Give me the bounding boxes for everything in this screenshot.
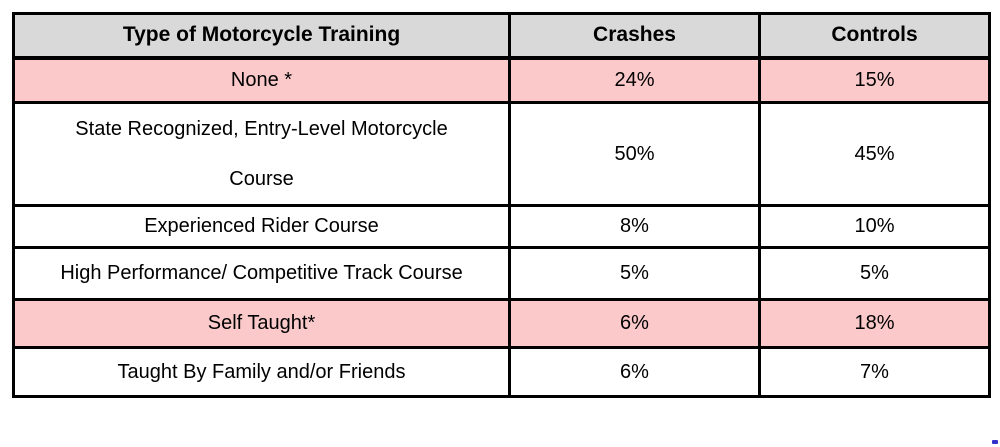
crashes-cell: 6% <box>508 346 761 398</box>
table-row: Experienced Rider Course 8% 10% <box>12 204 991 249</box>
training-cell: Taught By Family and/or Friends <box>12 346 511 398</box>
training-cell-text: High Performance/ Competitive Track Cour… <box>60 262 463 284</box>
table-row: None * 24% 15% <box>12 56 991 104</box>
training-cell: None * <box>12 56 511 104</box>
controls-cell: 7% <box>758 346 991 398</box>
training-cell-text: None * <box>230 68 293 91</box>
training-cell: High Performance/ Competitive Track Cour… <box>12 246 511 301</box>
controls-cell: 10% <box>758 204 991 249</box>
motorcycle-training-table: Type of Motorcycle Training Crashes Cont… <box>12 12 991 398</box>
controls-cell-text: 5% <box>860 262 889 284</box>
crashes-cell-text: 5% <box>620 262 649 284</box>
training-cell-text: Self Taught* <box>207 312 316 334</box>
crashes-cell: 5% <box>508 246 761 301</box>
controls-cell-text: 18% <box>854 312 895 334</box>
crashes-cell: 6% <box>508 298 761 349</box>
training-cell-text: Taught By Family and/or Friends <box>117 360 406 383</box>
controls-cell-text: 15% <box>854 68 895 91</box>
controls-cell: 5% <box>758 246 991 301</box>
table-row: Self Taught* 6% 18% <box>12 298 991 349</box>
crashes-cell-text: 24% <box>614 68 655 91</box>
training-cell-text: Experienced Rider Course <box>144 215 379 237</box>
table-row: Taught By Family and/or Friends 6% 7% <box>12 346 991 398</box>
crashes-cell: 24% <box>508 56 761 104</box>
column-header-training: Type of Motorcycle Training <box>12 12 511 60</box>
column-header-controls: Controls <box>758 12 991 60</box>
controls-cell-text: 10% <box>854 215 895 237</box>
header-row: Type of Motorcycle Training Crashes Cont… <box>12 12 991 60</box>
crashes-cell: 8% <box>508 204 761 249</box>
crashes-cell-text: 50% <box>614 142 655 165</box>
table-row: High Performance/ Competitive Track Cour… <box>12 246 991 301</box>
crashes-cell-text: 8% <box>620 215 649 237</box>
controls-cell: 15% <box>758 56 991 104</box>
training-cell-text: State Recognized, Entry-Level Motorcycle… <box>75 118 448 190</box>
controls-cell-text: 7% <box>860 360 889 383</box>
stray-blue-mark <box>992 440 998 444</box>
crashes-cell-text: 6% <box>620 360 649 383</box>
controls-cell-text: 45% <box>854 142 895 165</box>
training-cell: Self Taught* <box>12 298 511 349</box>
table-row: State Recognized, Entry-Level Motorcycle… <box>12 101 991 207</box>
training-cell: Experienced Rider Course <box>12 204 511 249</box>
crashes-cell: 50% <box>508 101 761 207</box>
column-header-crashes: Crashes <box>508 12 761 60</box>
controls-cell: 18% <box>758 298 991 349</box>
controls-cell: 45% <box>758 101 991 207</box>
table-body: None * 24% 15% State Recognized, Entry-Leve… <box>12 56 991 398</box>
crashes-cell-text: 6% <box>620 312 649 334</box>
training-cell: State Recognized, Entry-Level Motorcycle… <box>12 101 511 207</box>
